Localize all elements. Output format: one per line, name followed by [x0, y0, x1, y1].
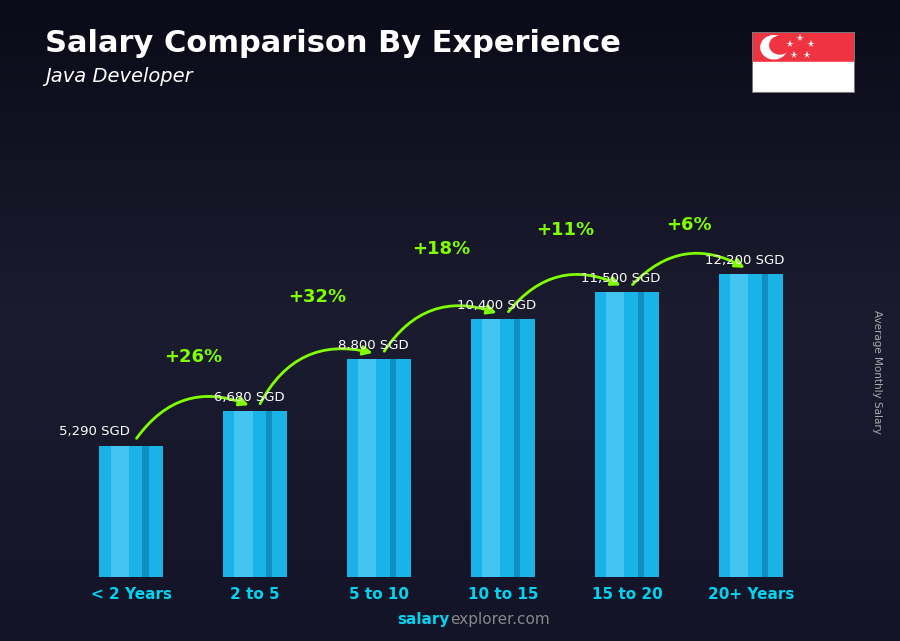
Bar	[266, 411, 273, 577]
Bar	[471, 319, 536, 577]
Bar	[223, 411, 287, 577]
Bar	[346, 358, 411, 577]
Bar	[761, 274, 769, 577]
Circle shape	[770, 37, 790, 54]
Bar	[514, 319, 520, 577]
Bar	[718, 274, 783, 577]
Text: 11,500 SGD: 11,500 SGD	[581, 272, 661, 285]
FancyArrowPatch shape	[633, 253, 742, 285]
FancyArrowPatch shape	[508, 274, 617, 312]
Bar	[752, 32, 855, 63]
Bar	[595, 292, 659, 577]
Bar	[235, 411, 253, 577]
Bar	[482, 319, 500, 577]
Bar	[730, 274, 748, 577]
Text: Average Monthly Salary: Average Monthly Salary	[872, 310, 883, 434]
Bar	[607, 292, 625, 577]
Text: 8,800 SGD: 8,800 SGD	[338, 338, 408, 352]
Bar	[142, 445, 148, 577]
FancyArrowPatch shape	[384, 306, 494, 351]
Bar	[111, 445, 129, 577]
Text: 6,680 SGD: 6,680 SGD	[213, 391, 284, 404]
Text: Salary Comparison By Experience: Salary Comparison By Experience	[45, 29, 621, 58]
Bar	[99, 445, 164, 577]
Text: 12,200 SGD: 12,200 SGD	[705, 254, 784, 267]
Text: 10,400 SGD: 10,400 SGD	[457, 299, 536, 312]
Text: +11%: +11%	[536, 221, 594, 238]
Text: explorer.com: explorer.com	[450, 612, 550, 627]
Bar	[638, 292, 644, 577]
Text: Java Developer: Java Developer	[45, 67, 193, 87]
Text: 5,290 SGD: 5,290 SGD	[58, 425, 130, 438]
Bar	[390, 358, 396, 577]
Text: +18%: +18%	[412, 240, 470, 258]
Text: +32%: +32%	[288, 288, 346, 306]
Text: +26%: +26%	[164, 347, 222, 365]
Circle shape	[760, 36, 787, 59]
Text: salary: salary	[398, 612, 450, 627]
Bar	[358, 358, 376, 577]
FancyArrowPatch shape	[137, 396, 246, 438]
Bar	[752, 63, 855, 93]
FancyArrowPatch shape	[260, 347, 370, 404]
Text: +6%: +6%	[666, 215, 712, 233]
